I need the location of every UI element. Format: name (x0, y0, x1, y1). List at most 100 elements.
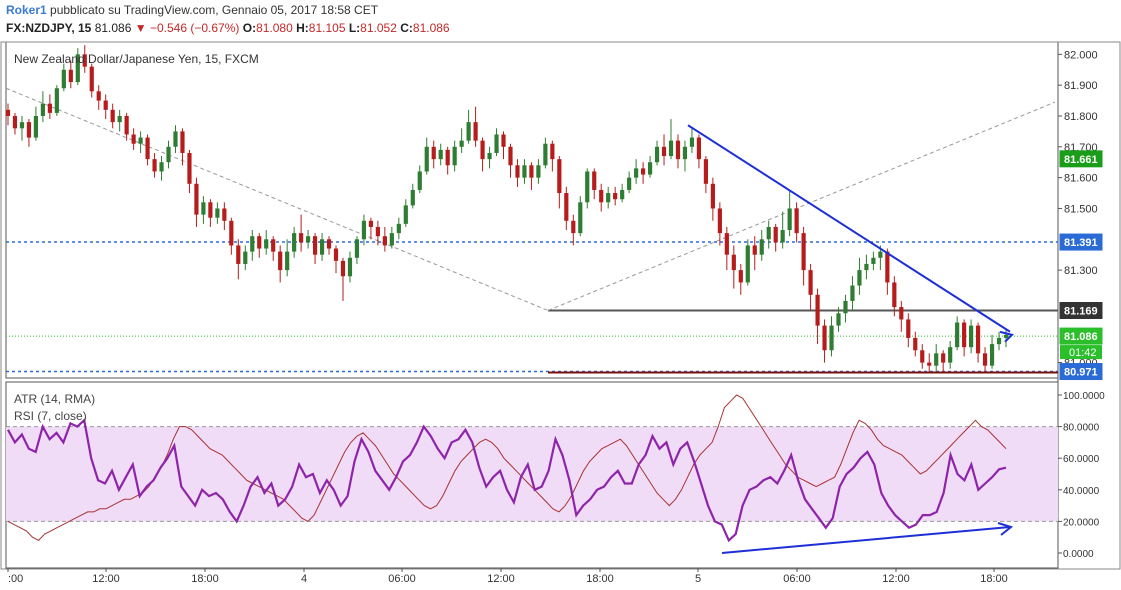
level-price-label-low-box (1059, 363, 1103, 381)
candle-body (145, 137, 150, 160)
candle-body (47, 103, 52, 113)
candle-body (843, 300, 848, 314)
price-trendline (687, 124, 1011, 333)
candle-body (466, 122, 471, 141)
rsi-label: RSI (7, close) (14, 409, 87, 423)
candle-body (808, 270, 813, 295)
candle-body (340, 260, 346, 277)
candle-body (117, 115, 122, 123)
candle-body (410, 189, 415, 206)
candle-body (654, 146, 660, 163)
candle-body (208, 202, 213, 218)
candle-body (354, 239, 360, 258)
candle-body (934, 353, 939, 366)
candle-body (250, 236, 255, 252)
indicator-tick-label: 100.0000 (1063, 391, 1105, 402)
candle-body (187, 152, 192, 184)
candle-body (96, 91, 101, 101)
candle-body (271, 239, 276, 252)
candle-body (68, 69, 73, 83)
candle-body (682, 146, 688, 160)
candle-body (822, 325, 827, 351)
candle-body (40, 103, 45, 116)
candle-body (899, 307, 904, 320)
candle-body (557, 159, 562, 194)
candle-body (236, 245, 241, 264)
candle-body (955, 322, 960, 348)
ohlc-legend: FX:NZDJPY, 15 81.086 ▼ −0.546 (−0.67%) O… (6, 21, 450, 35)
price-tick-label: 81.800 (1064, 111, 1098, 123)
candle-body (508, 146, 513, 166)
candle-body (766, 226, 771, 240)
candle-body (515, 165, 520, 178)
candle-body (403, 205, 408, 224)
candle-body (871, 257, 876, 264)
candle-body (815, 294, 820, 326)
level-price-label-low: 80.971 (1064, 367, 1098, 379)
indicator-tick-label: 40.0000 (1063, 486, 1100, 497)
candle-body (620, 189, 625, 200)
rsi-trendline (721, 526, 1011, 554)
candle-body (661, 146, 667, 157)
time-tick-label: 12:00 (487, 573, 515, 585)
candle-body (222, 208, 227, 221)
candle-body (989, 344, 995, 366)
time-tick-label: 5 (695, 573, 701, 585)
candle-body (417, 171, 422, 190)
candle-body (962, 322, 967, 348)
last-price-label: 81.086 (1064, 331, 1098, 343)
candle-body (717, 208, 722, 234)
price-tick-label: 81.500 (1064, 203, 1098, 215)
marker-price-label-box (1059, 150, 1103, 168)
candle-body (501, 134, 506, 147)
high-value: 81.105 (308, 21, 346, 35)
open-label: O: (242, 21, 257, 35)
candle-body (389, 233, 394, 246)
candle-body (278, 251, 283, 271)
chart-header: Roker1 pubblicato su TradingView.com, Ge… (0, 0, 1121, 40)
indicator-tick-label: 80.0000 (1063, 423, 1100, 434)
candle-body (738, 270, 743, 283)
candle-body (110, 109, 115, 123)
candle-body (731, 254, 736, 271)
candle-body (131, 134, 136, 144)
candle-body (473, 122, 478, 141)
candle-body (494, 134, 499, 153)
price-change: −0.546 (−0.67%) (149, 21, 240, 35)
candle-body (1003, 334, 1009, 338)
candle-body (54, 88, 59, 113)
open-value: 81.080 (256, 21, 293, 35)
candle-body (33, 115, 39, 138)
candle-body (571, 220, 576, 234)
candle-body (703, 159, 708, 184)
time-tick-label: 18:00 (586, 573, 614, 585)
candle-body (152, 159, 157, 172)
candle-body (264, 239, 269, 249)
candle-body (361, 220, 367, 240)
candle-body (585, 171, 590, 203)
candle-body (892, 282, 897, 308)
candle-body (759, 239, 764, 255)
candle-body (885, 251, 890, 283)
candle-body (292, 233, 297, 252)
candle-body (864, 263, 869, 271)
candle-body (480, 140, 485, 160)
candle-body (138, 137, 143, 144)
candle-body (529, 165, 534, 178)
candle-body (103, 100, 108, 110)
candle-body (613, 193, 618, 200)
candle-body (312, 236, 318, 255)
trendline-arrowhead (999, 330, 1014, 343)
main-pane-title: New Zealand Dollar/Japanese Yen, 15, FXC… (14, 52, 259, 66)
candle-body (82, 54, 87, 67)
price-tick-label: 81.900 (1064, 80, 1098, 92)
author-name[interactable]: Roker1 (6, 3, 47, 17)
candle-body (592, 171, 597, 190)
candle-body (696, 137, 702, 160)
time-tick-label: 4 (301, 573, 307, 585)
candle-body (487, 152, 492, 160)
candle-body (201, 202, 206, 215)
candle-body (375, 226, 380, 237)
candle-body (836, 313, 841, 326)
